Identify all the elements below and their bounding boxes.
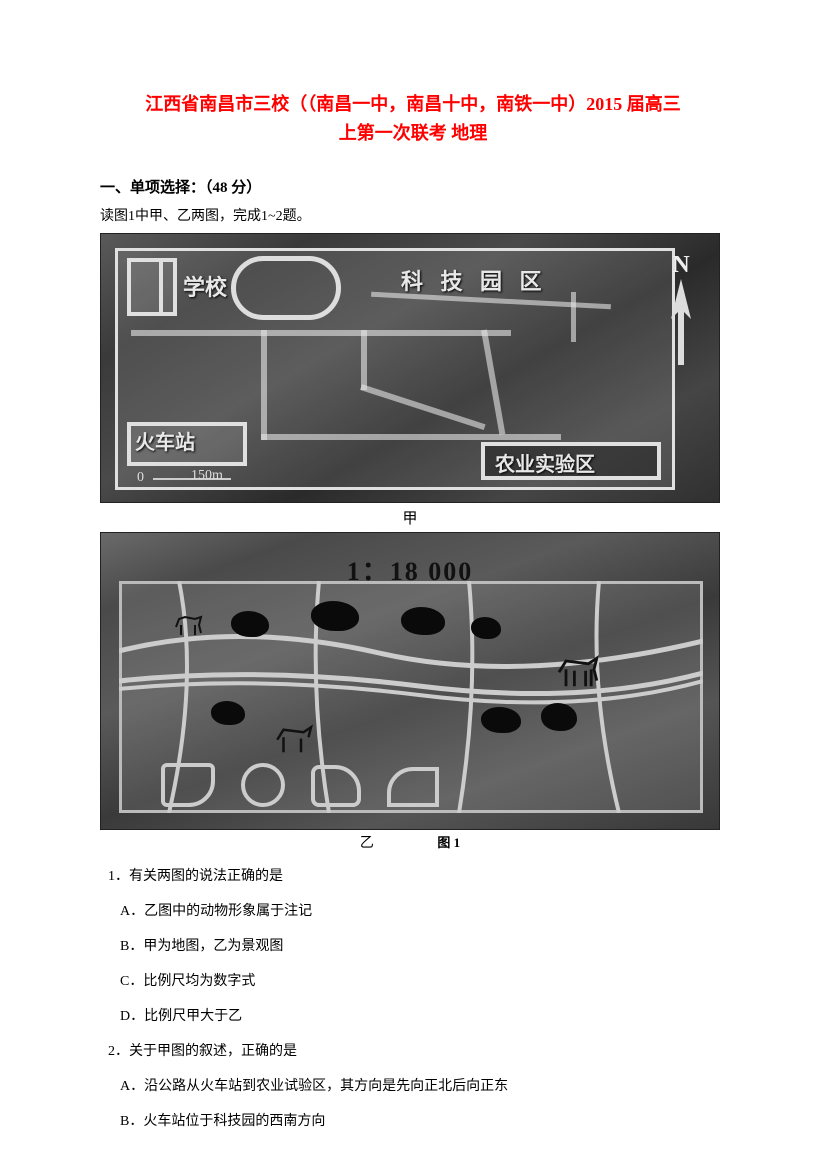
caption-yi-row: 乙 图 1 <box>100 830 720 852</box>
label-agri-zone: 农业实验区 <box>495 448 595 477</box>
figure-1: 学校 科 技 园 区 N 火车站 0 150m 农业实验区 甲 <box>100 233 720 852</box>
map-yi: 1：18 000 <box>100 532 720 830</box>
figure-caption: 图 1 <box>437 832 460 851</box>
animal-icon <box>471 617 501 639</box>
title-line-1: 江西省南昌市三校（（南昌一中，南昌十中，南铁一中）2015 届高三 <box>145 94 681 114</box>
question-2-option-a: A．沿公路从火车站到农业试验区，其方向是先向正北后向正东 <box>120 1076 726 1097</box>
building-icon <box>241 763 285 807</box>
building-icon <box>387 767 439 807</box>
animal-icon <box>401 607 445 635</box>
animal-icon <box>551 647 609 689</box>
question-1-option-b: B．甲为地图，乙为景观图 <box>120 936 726 957</box>
animal-icon <box>311 601 359 631</box>
north-letter: N <box>667 252 695 279</box>
animal-icon <box>211 701 245 725</box>
question-2-option-b: B．火车站位于科技园的西南方向 <box>120 1111 726 1132</box>
instruction-text: 读图1中甲、乙两图，完成1~2题。 <box>100 205 726 225</box>
caption-jia: 甲 <box>100 503 720 532</box>
animal-icon <box>171 607 211 637</box>
question-2-stem: 2．关于甲图的叙述，正确的是 <box>108 1041 726 1062</box>
caption-yi: 乙 <box>360 836 374 851</box>
section-header: 一、单项选择：（48 分） <box>100 176 726 197</box>
label-tech-park: 科 技 园 区 <box>401 264 548 296</box>
title-line-2: 上第一次联考 地理 <box>339 123 488 143</box>
question-1-option-c: C．比例尺均为数字式 <box>120 971 726 992</box>
animal-icon <box>541 703 577 731</box>
label-train-station: 火车站 <box>135 426 195 455</box>
question-1-stem: 1．有关两图的说法正确的是 <box>108 866 726 887</box>
label-school: 学校 <box>183 270 227 302</box>
animal-icon <box>271 717 321 755</box>
north-arrow-icon: N <box>667 252 695 372</box>
page-title: 江西省南昌市三校（（南昌一中，南昌十中，南铁一中）2015 届高三 上第一次联考… <box>100 90 726 148</box>
map-jia: 学校 科 技 园 区 N 火车站 0 150m 农业实验区 <box>100 233 720 503</box>
scale-zero: 0 <box>137 470 144 486</box>
animal-icon <box>481 707 521 733</box>
animal-icon <box>231 611 269 637</box>
question-1-option-a: A．乙图中的动物形象属于注记 <box>120 901 726 922</box>
scale-value: 150m <box>191 468 223 484</box>
question-1-option-d: D．比例尺甲大于乙 <box>120 1006 726 1027</box>
